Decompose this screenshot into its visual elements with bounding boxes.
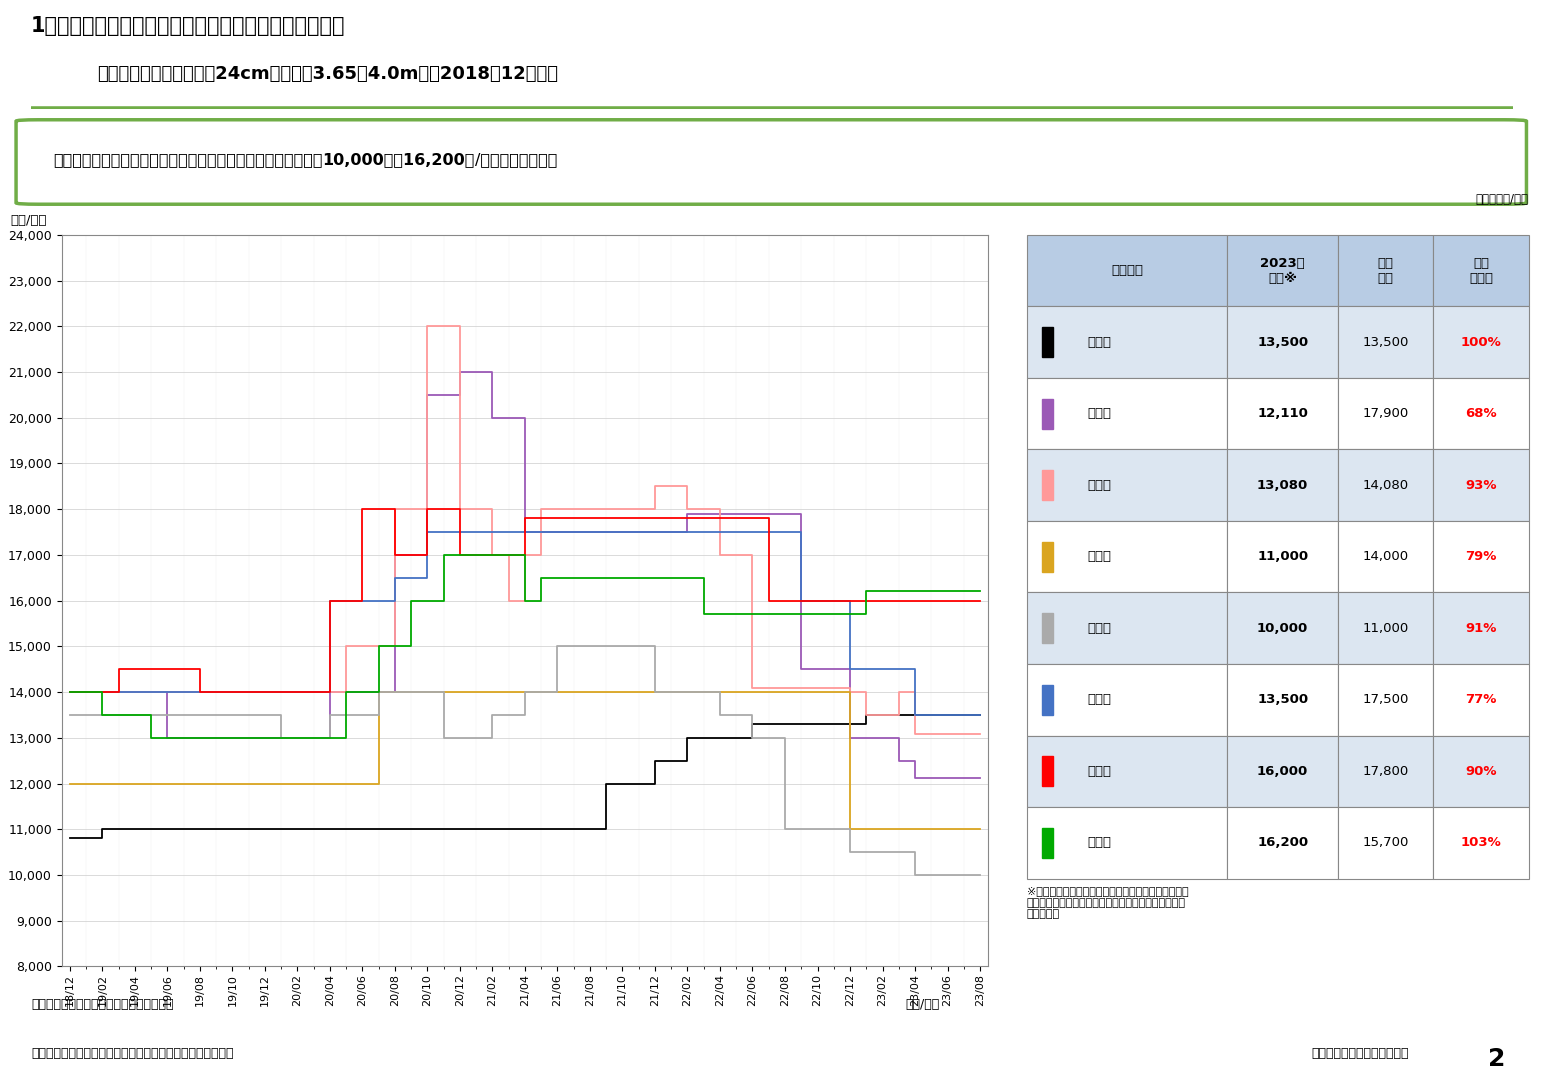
- Text: 16,200: 16,200: [1257, 836, 1308, 850]
- Text: 103%: 103%: [1461, 836, 1501, 850]
- Text: 北海道: 北海道: [1087, 335, 1112, 348]
- Bar: [1227, 450, 1337, 521]
- Bar: [1227, 593, 1337, 664]
- Bar: [1227, 378, 1337, 450]
- Bar: [1433, 450, 1529, 521]
- Bar: [1337, 736, 1433, 807]
- Text: 都道府県: 都道府県: [1112, 264, 1143, 277]
- Bar: [1337, 521, 1433, 593]
- Text: 77%: 77%: [1465, 693, 1496, 707]
- Text: 12,110: 12,110: [1257, 407, 1308, 420]
- Text: 11,000: 11,000: [1257, 550, 1308, 563]
- Bar: [1042, 614, 1053, 643]
- Bar: [1027, 664, 1227, 736]
- Text: 17,900: 17,900: [1362, 407, 1408, 420]
- FancyBboxPatch shape: [15, 120, 1527, 204]
- Bar: [1227, 235, 1337, 307]
- Bar: [1027, 378, 1227, 450]
- Text: ※北海道については８月、秋田県、栃木県、長野県、
岡山県、高知県、熊本県及び宮崎県については９月の
値を使用。: ※北海道については８月、秋田県、栃木県、長野県、 岡山県、高知県、熊本県及び宮崎…: [1027, 886, 1189, 919]
- Text: ・全国の原木市場・共販所において、直近のスギ原木価格は、: ・全国の原木市場・共販所において、直近のスギ原木価格は、: [52, 152, 323, 167]
- Text: 熊本県: 熊本県: [1087, 764, 1112, 778]
- Text: /㎥となっている。: /㎥となっている。: [476, 152, 557, 167]
- Text: 秋田県: 秋田県: [1087, 407, 1112, 420]
- Bar: [1227, 736, 1337, 807]
- Bar: [1433, 235, 1529, 307]
- Text: 1　価格の動向　（１）原木価格（原木市場・共販所）: 1 価格の動向 （１）原木価格（原木市場・共販所）: [31, 16, 346, 36]
- Text: 13,500: 13,500: [1362, 335, 1408, 348]
- Text: （年/月）: （年/月）: [905, 998, 940, 1010]
- Text: 15,700: 15,700: [1362, 836, 1408, 850]
- Text: 11,000: 11,000: [1362, 621, 1408, 634]
- Bar: [1027, 521, 1227, 593]
- Bar: [1042, 685, 1053, 715]
- Text: 14,000: 14,000: [1362, 550, 1408, 563]
- Text: 79%: 79%: [1465, 550, 1496, 563]
- Text: （円/㎥）: （円/㎥）: [11, 214, 48, 227]
- Text: 岡山県: 岡山県: [1087, 621, 1112, 634]
- Text: 栃木県: 栃木県: [1087, 478, 1112, 491]
- Bar: [1042, 757, 1053, 786]
- Bar: [1042, 328, 1053, 357]
- Bar: [1027, 736, 1227, 807]
- Text: 注２：都道府県が選定した特定の原木市場・共販所の価格。: 注２：都道府県が選定した特定の原木市場・共販所の価格。: [31, 1046, 233, 1059]
- Bar: [1337, 450, 1433, 521]
- Text: 10,000円～16,200円: 10,000円～16,200円: [323, 152, 476, 167]
- Text: 前年
同期: 前年 同期: [1377, 257, 1394, 285]
- Text: 10,000: 10,000: [1257, 621, 1308, 634]
- Bar: [1337, 807, 1433, 879]
- Bar: [1433, 593, 1529, 664]
- Bar: [1433, 521, 1529, 593]
- Text: 高知県: 高知県: [1087, 693, 1112, 707]
- Text: 2: 2: [1488, 1047, 1505, 1071]
- Bar: [1042, 471, 1053, 500]
- Text: ア　スギ（全国）　　径24cm程度、長3.65～4.0m　（2018年12月～）: ア スギ（全国） 径24cm程度、長3.65～4.0m （2018年12月～）: [97, 64, 559, 83]
- Text: 長野県: 長野県: [1087, 550, 1112, 563]
- Text: 14,080: 14,080: [1362, 478, 1408, 491]
- Bar: [1337, 378, 1433, 450]
- Text: 68%: 68%: [1465, 407, 1496, 420]
- Bar: [1227, 664, 1337, 736]
- Bar: [1227, 307, 1337, 378]
- Text: 100%: 100%: [1461, 335, 1501, 348]
- Bar: [1433, 807, 1529, 879]
- Text: 宮崎県: 宮崎県: [1087, 836, 1112, 850]
- Bar: [1027, 235, 1227, 307]
- Bar: [1027, 450, 1227, 521]
- Text: 17,500: 17,500: [1362, 693, 1408, 707]
- Bar: [1027, 807, 1227, 879]
- Text: （単位：円/㎥）: （単位：円/㎥）: [1476, 192, 1529, 205]
- Text: 13,080: 13,080: [1257, 478, 1308, 491]
- Text: 90%: 90%: [1465, 764, 1496, 778]
- Bar: [1227, 807, 1337, 879]
- Bar: [1433, 378, 1529, 450]
- Bar: [1042, 828, 1053, 858]
- Text: 資料：林野庁木材産業課調べ: 資料：林野庁木材産業課調べ: [1312, 1046, 1410, 1059]
- Bar: [1337, 307, 1433, 378]
- Text: 17,800: 17,800: [1362, 764, 1408, 778]
- Bar: [1337, 593, 1433, 664]
- Bar: [1337, 235, 1433, 307]
- Text: 13,500: 13,500: [1257, 693, 1308, 707]
- Bar: [1433, 664, 1529, 736]
- Text: 16,000: 16,000: [1257, 764, 1308, 778]
- Bar: [1227, 521, 1337, 593]
- Bar: [1027, 307, 1227, 378]
- Bar: [1027, 593, 1227, 664]
- Bar: [1337, 664, 1433, 736]
- Text: 注１：北海道はカラマツ（工場着価格）。: 注１：北海道はカラマツ（工場着価格）。: [31, 998, 173, 1010]
- Text: 93%: 93%: [1465, 478, 1496, 491]
- Bar: [1042, 542, 1053, 572]
- Text: 前年
同期比: 前年 同期比: [1468, 257, 1493, 285]
- Bar: [1433, 736, 1529, 807]
- Bar: [1042, 399, 1053, 429]
- Text: 2023年
直近※: 2023年 直近※: [1260, 257, 1305, 285]
- Text: 91%: 91%: [1465, 621, 1496, 634]
- Bar: [1433, 307, 1529, 378]
- Text: 13,500: 13,500: [1257, 335, 1308, 348]
